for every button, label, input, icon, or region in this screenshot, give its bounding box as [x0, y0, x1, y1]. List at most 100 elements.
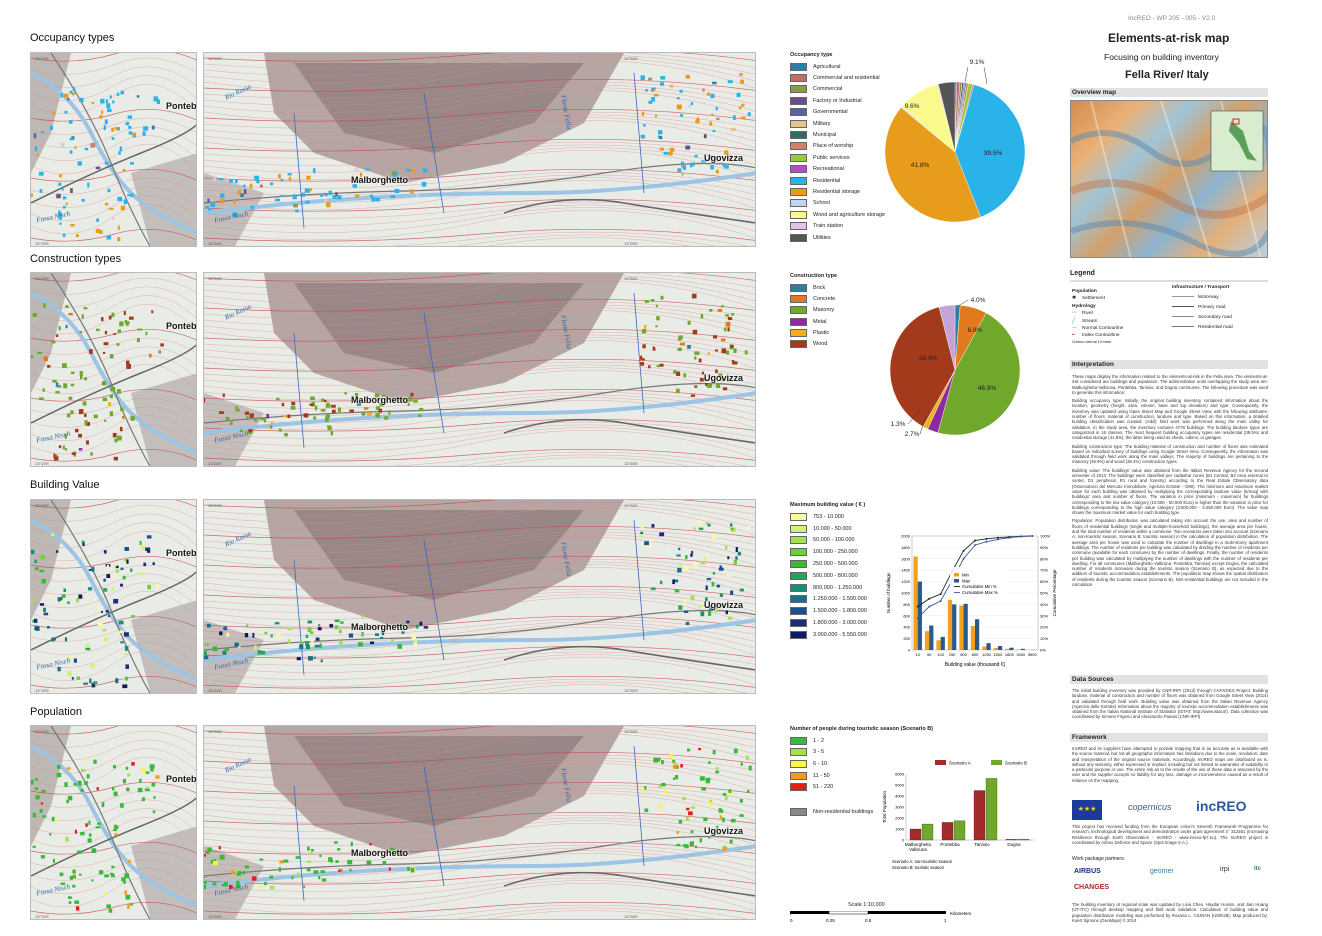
building-footprint [747, 112, 751, 117]
building-footprint [310, 396, 315, 401]
contour-line [204, 358, 755, 372]
cumulative-point [1019, 535, 1022, 538]
building-footprint [699, 377, 705, 382]
building-footprint [140, 545, 146, 551]
doc-id: IncREO - WP 205 - 005 - V2.0 [1128, 15, 1216, 22]
value-bar-min [947, 599, 953, 650]
building-footprint [735, 547, 738, 552]
building-footprint [219, 411, 224, 414]
changes-logo: CHANGES [1074, 884, 1110, 891]
building-footprint [314, 644, 320, 648]
value-bar-min [959, 605, 964, 650]
construction-map-pontebba[interactable]: 13°19'E13°19'EPontebbaFossa Nisch [30, 272, 197, 467]
building-footprint [68, 312, 73, 316]
building-footprint [37, 351, 43, 354]
building-footprint [410, 867, 415, 873]
building-footprint [644, 324, 647, 330]
building-footprint [58, 445, 62, 449]
contour-line [204, 361, 755, 379]
building-footprint [731, 313, 735, 316]
building-footprint [108, 908, 113, 913]
building-footprint [685, 555, 688, 560]
building-footprint [40, 802, 44, 805]
building-footprint [731, 360, 735, 365]
occupancy-label: Utilities [813, 234, 831, 241]
construction-pie-chart: 4.0% 6.8% 46.9% 38.4% 1.3% 2.7% [889, 297, 1021, 438]
building-footprint [684, 844, 689, 849]
building-footprint [66, 799, 69, 804]
building-footprint [98, 621, 103, 627]
building-footprint [59, 222, 62, 225]
building-footprint [306, 644, 310, 650]
building-footprint [706, 383, 712, 388]
building-footprint [145, 547, 151, 551]
secondary-road-label: Secondary road [1198, 315, 1232, 320]
building-footprint [237, 646, 241, 649]
building-footprint [73, 783, 77, 786]
y-tick-label: 3000 [895, 805, 905, 810]
building-footprint [87, 182, 90, 188]
building-footprint [714, 603, 719, 608]
building-footprint [686, 807, 690, 811]
building-footprint [308, 656, 313, 661]
building-footprint [149, 764, 155, 769]
building-footprint [300, 641, 304, 644]
population-swatch [790, 736, 807, 745]
building-footprint [348, 633, 354, 638]
coord-tick-top: 13°19'E [35, 56, 49, 61]
population-map-valley[interactable]: 13°24'E 13°24'E 13°28'E 13°28'E Malborghetto… [203, 725, 756, 920]
road [50, 273, 151, 466]
occupancy-map-pontebba[interactable]: 13°19'E13°19'EPontebbaFossa Nisch [30, 52, 197, 247]
building-footprint [130, 193, 134, 197]
building-footprint [151, 782, 156, 787]
building-footprint [406, 168, 411, 172]
building-footprint [672, 777, 676, 780]
building-footprint [690, 162, 693, 168]
contour-line [31, 748, 196, 774]
building-footprint [76, 850, 82, 854]
occupancy-map-valley[interactable]: 13°24'E 13°24'E 13°28'E 13°28'E Malborghetto… [203, 52, 756, 247]
building-footprint [698, 527, 704, 530]
building-footprint [320, 194, 324, 197]
building-footprint [648, 77, 652, 81]
population-map-pontebba[interactable]: 13°19'E13°19'EPontebbaFossa Nisch [30, 725, 197, 920]
contour-line [457, 681, 716, 693]
y2-tick-label: 70% [1040, 568, 1048, 573]
building-footprint [115, 565, 119, 569]
building-footprint [664, 790, 669, 794]
building-footprint [407, 866, 410, 871]
chart-legend-label: Scenario A [949, 761, 971, 766]
y-tick-label: 0 [908, 648, 911, 653]
building-footprint [122, 415, 125, 419]
building-footprint [107, 615, 110, 618]
building-footprint [59, 174, 62, 178]
building-footprint [680, 161, 684, 166]
building-footprint [225, 416, 230, 421]
building-footprint [380, 636, 384, 640]
building-footprint [313, 870, 319, 874]
building-footprint [366, 860, 372, 865]
contour-line [31, 555, 196, 569]
building-footprint [236, 884, 241, 889]
building-footprint [33, 133, 37, 139]
town-label-pontebba: Pontebba [166, 321, 197, 331]
contour-line [488, 237, 690, 246]
road [204, 835, 755, 877]
map-region: Fella River/ Italy [1125, 69, 1209, 81]
construction-map-valley[interactable]: 13°24'E 13°24'E 13°28'E 13°28'E Malborghetto… [203, 272, 756, 467]
value-bar-max [929, 625, 934, 650]
value-map-valley[interactable]: 13°24'E 13°24'E 13°28'E 13°28'E Malborghetto… [203, 499, 756, 694]
building-footprint [91, 102, 95, 105]
population-label: 51 - 220 [813, 784, 834, 791]
contour-line [204, 298, 755, 312]
value-map-pontebba[interactable]: 13°19'E13°19'EPontebbaFossa Nisch [30, 499, 197, 694]
building-footprint [250, 205, 255, 209]
contour-line [204, 57, 755, 83]
contour-line [204, 531, 755, 553]
contour-line [204, 111, 755, 129]
building-footprint [388, 867, 391, 871]
building-footprint [58, 212, 63, 217]
construction-swatch [790, 317, 807, 326]
contour-line [204, 645, 755, 659]
building-footprint [63, 383, 68, 389]
